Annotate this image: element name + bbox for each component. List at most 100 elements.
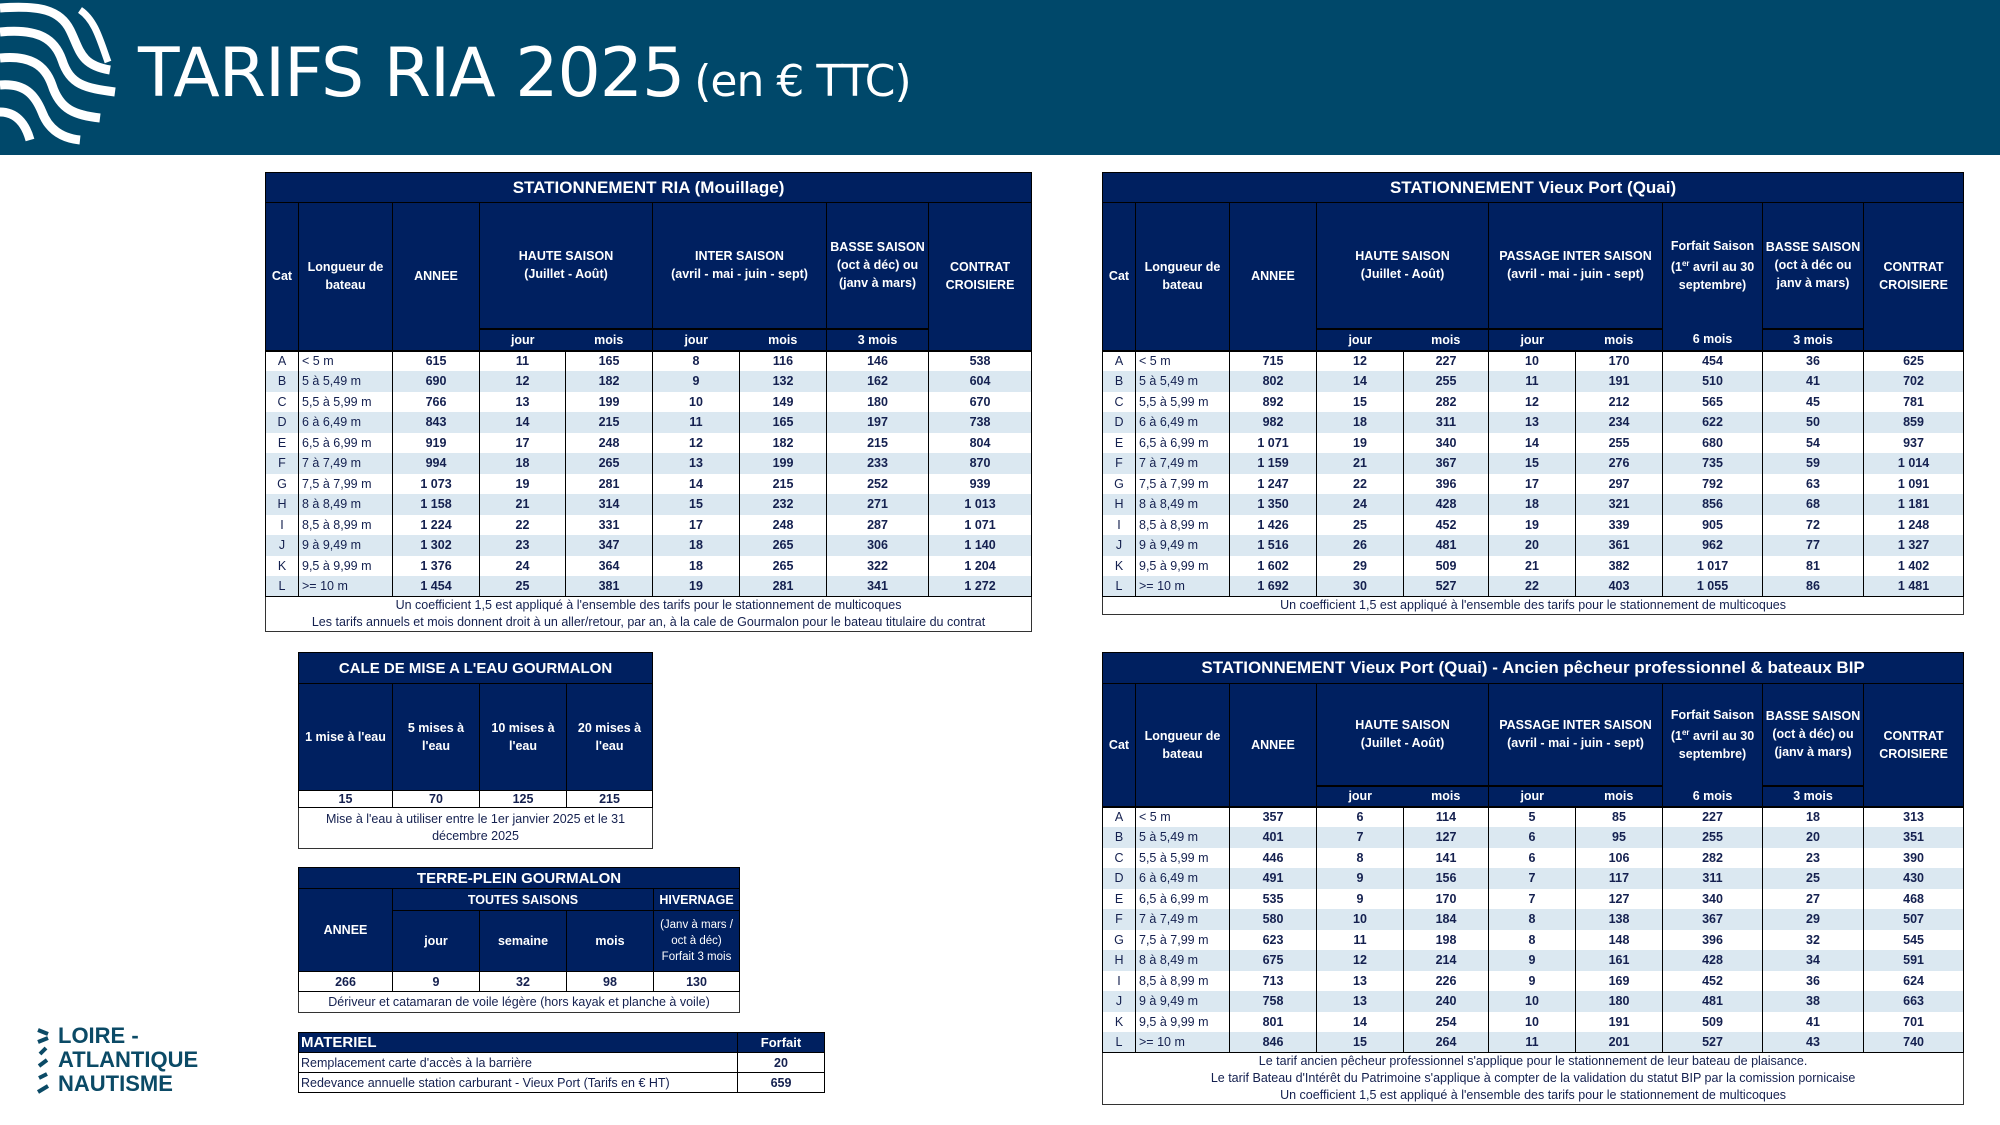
length-cell: 5 à 5,49 m [298, 371, 393, 392]
price-cell: 428 [1662, 950, 1763, 971]
length-cell: < 5 m [298, 349, 393, 371]
price-cell: 21 [1316, 453, 1404, 474]
price-cell: 22 [1488, 576, 1576, 597]
category-cell: I [265, 514, 299, 535]
table-row: A < 5 m 615 11 165 8 116 146 538 [265, 349, 1033, 371]
price-cell: 114 [1403, 805, 1489, 827]
price-cell: 14 [479, 412, 566, 433]
price-cell: 271 [826, 494, 929, 515]
price-cell: 10 [652, 391, 740, 412]
price-cell: 322 [826, 555, 929, 576]
price-cell: 624 [1862, 970, 1965, 991]
length-cell: 9 à 9,49 m [1135, 535, 1230, 556]
price-cell: 6 [1488, 827, 1576, 848]
price-cell: 276 [1575, 453, 1663, 474]
price-cell: 713 [1229, 970, 1317, 991]
price-cell: 233 [826, 453, 929, 474]
price-cell: 116 [739, 349, 827, 371]
price-cell: 21 [1488, 555, 1576, 576]
price-cell: 214 [1403, 950, 1489, 971]
category-cell: L [1102, 1032, 1136, 1053]
category-cell: C [1102, 391, 1136, 412]
sub-jour: jour [1316, 327, 1404, 351]
price-cell: 364 [565, 555, 653, 576]
logo-line: NAUTISME [58, 1071, 173, 1096]
price-cell: 623 [1229, 929, 1317, 950]
table-notes: Le tarif ancien pêcheur professionnel s'… [1101, 1052, 1965, 1105]
table-row: E 6,5 à 6,99 m 535 9 170 7 127 340 27 468 [1102, 888, 1965, 909]
length-cell: 5,5 à 5,99 m [298, 391, 393, 412]
price-cell: 297 [1575, 473, 1663, 494]
price-cell: 341 [826, 576, 929, 597]
note-line: Un coefficient 1,5 est appliqué à l'ense… [1280, 1088, 1787, 1102]
col-passage-inter-saison: PASSAGE INTER SAISON (avril - mai - juin … [1488, 202, 1663, 329]
category-cell: H [1102, 494, 1136, 515]
price-cell: 85 [1575, 805, 1663, 827]
length-cell: 8,5 à 8,99 m [1135, 970, 1230, 991]
sub-hivernage: (Janv à mars / oct à déc) Forfait 3 mois [652, 910, 741, 972]
price-cell: 527 [1662, 1032, 1763, 1053]
price-cell: 18 [1762, 805, 1864, 827]
table-row: I 8,5 à 8,99 m 713 13 226 9 169 452 36 624 [1102, 970, 1965, 991]
sub-mois: mois [1575, 327, 1663, 351]
price-cell: 50 [1762, 412, 1864, 433]
price-cell: 23 [1762, 847, 1864, 868]
price-cell: 182 [565, 371, 653, 392]
price-cell: 240 [1403, 991, 1489, 1012]
price-cell: 361 [1575, 535, 1663, 556]
price-cell: 1 426 [1229, 514, 1317, 535]
length-cell: < 5 m [1135, 349, 1230, 371]
price-cell: 604 [927, 371, 1033, 392]
price-cell: 428 [1403, 494, 1489, 515]
length-cell: 7 à 7,49 m [1135, 453, 1230, 474]
price-cell: 994 [392, 453, 480, 474]
price-cell: 491 [1229, 868, 1317, 889]
ancien-pecheur-bip-table: STATIONNEMENT Vieux Port (Quai) - Ancien… [1101, 652, 1965, 1105]
price-cell: 792 [1662, 473, 1763, 494]
price-cell: 781 [1862, 391, 1965, 412]
price-cell: 1 140 [927, 535, 1033, 556]
price-cell: 381 [565, 576, 653, 597]
category-cell: C [1102, 847, 1136, 868]
label: INTER SAISON [695, 249, 784, 264]
price-cell: 199 [565, 391, 653, 412]
sub-jour: jour [479, 327, 566, 351]
category-cell: G [1102, 929, 1136, 950]
price-cell: 382 [1575, 555, 1663, 576]
price-cell: 5 [1488, 805, 1576, 827]
category-cell: H [265, 494, 299, 515]
price-cell: 170 [1403, 888, 1489, 909]
price-cell: 10 [1488, 991, 1576, 1012]
note-line: Un coefficient 1,5 est appliqué à l'ense… [1280, 598, 1787, 612]
price-cell: 252 [826, 473, 929, 494]
col-longueur: Longueur de bateau [1135, 683, 1230, 807]
length-cell: < 5 m [1135, 805, 1230, 827]
price-cell: 340 [1403, 432, 1489, 453]
label: (avril - mai - juin - sept) [671, 267, 808, 282]
length-cell: 5,5 à 5,99 m [1135, 391, 1230, 412]
table-notes: Un coefficient 1,5 est appliqué à l'ense… [264, 596, 1033, 632]
item-label: Remplacement carte d'accès à la barrière [298, 1052, 738, 1073]
price-cell: 20 [1488, 535, 1576, 556]
price-cell: 281 [739, 576, 827, 597]
price-cell: 215 [565, 790, 654, 808]
price-cell: 197 [826, 412, 929, 433]
price-cell: 8 [1316, 847, 1404, 868]
price-cell: 396 [1403, 473, 1489, 494]
price-cell: 659 [737, 1072, 825, 1093]
price-cell: 15 [652, 494, 740, 515]
ria-mouillage-table: STATIONNEMENT RIA (Mouillage) Cat Longue… [264, 172, 1033, 632]
col-cat: Cat [1102, 202, 1136, 351]
price-cell: 1 071 [927, 514, 1033, 535]
note-line: Les tarifs annuels et mois donnent droit… [311, 615, 986, 629]
price-cell: 701 [1862, 1011, 1965, 1032]
price-cell: 18 [1316, 412, 1404, 433]
col-hivernage: HIVERNAGE [652, 888, 741, 911]
col-haute-saison: HAUTE SAISON (Juillet - Août) [479, 202, 653, 329]
price-cell: 892 [1229, 391, 1317, 412]
price-cell: 18 [652, 535, 740, 556]
price-cell: 10 [1488, 1011, 1576, 1032]
category-cell: J [265, 535, 299, 556]
